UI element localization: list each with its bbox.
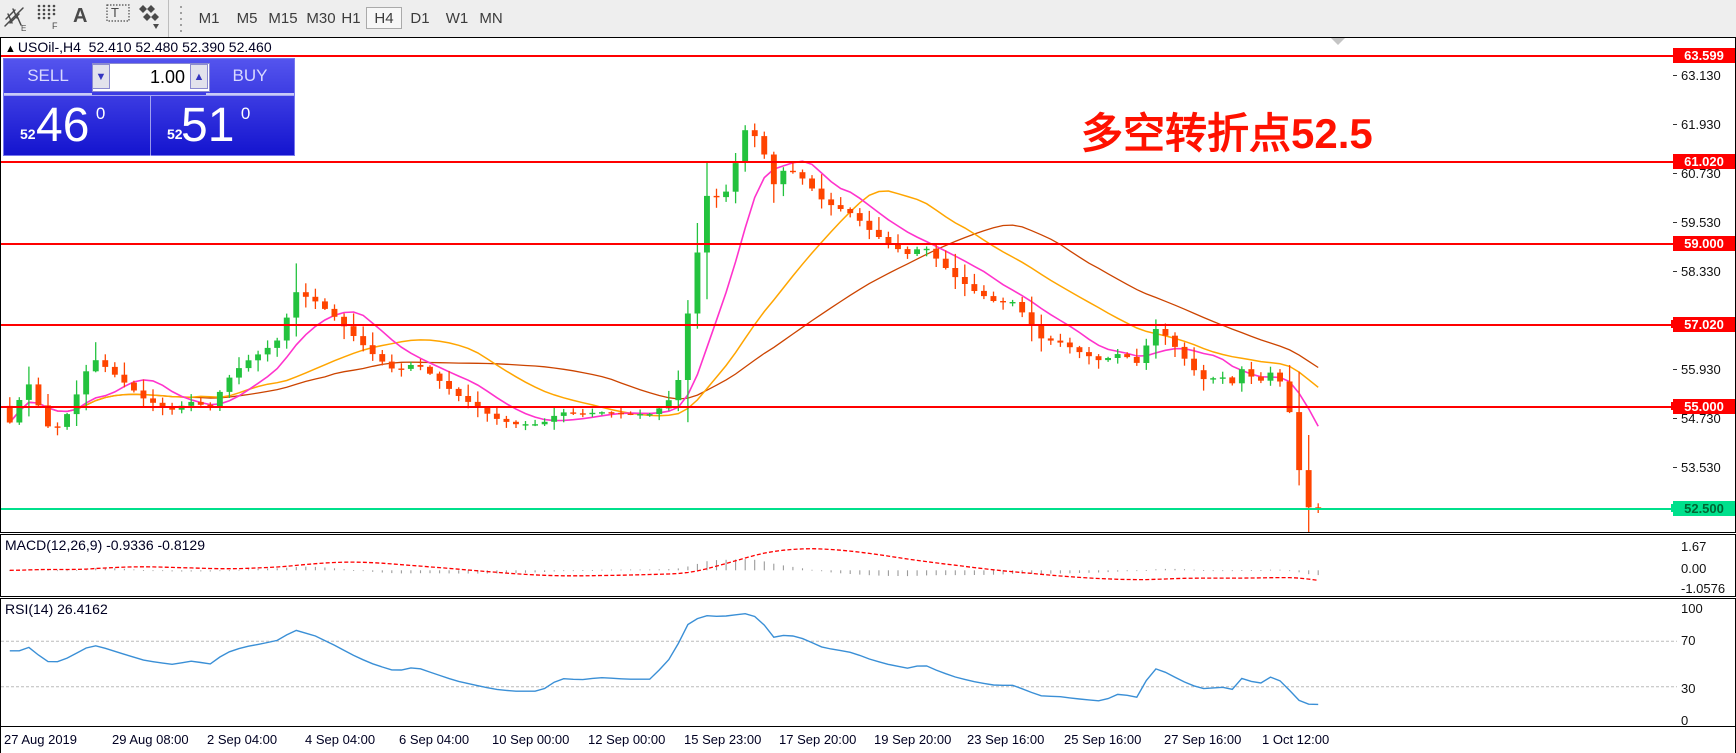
svg-text:T: T <box>111 5 119 20</box>
svg-text:E: E <box>21 24 26 32</box>
svg-text:F: F <box>52 21 58 31</box>
